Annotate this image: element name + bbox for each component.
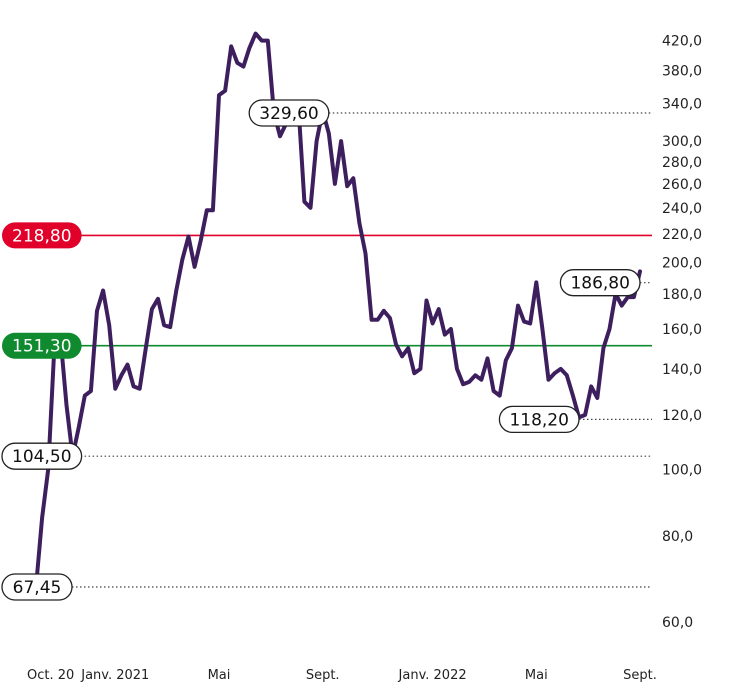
x-tick-label: Sept. — [623, 668, 657, 683]
y-tick-label: 160,0 — [662, 322, 702, 338]
reference-label-text: 104,50 — [12, 447, 71, 467]
reference-label-pill — [1, 573, 73, 601]
y-tick-label: 340,0 — [662, 97, 702, 113]
y-tick-label: 120,0 — [662, 408, 702, 424]
y-tick-label: 60,0 — [662, 615, 693, 631]
y-tick-label: 140,0 — [662, 362, 702, 378]
y-tick-label: 80,0 — [662, 529, 693, 545]
y-tick-label: 180,0 — [662, 287, 702, 303]
reference-label-pill — [2, 332, 82, 359]
x-tick-label: Mai — [525, 668, 548, 683]
reference-label-text: 186,80 — [570, 274, 629, 294]
reference-label-pill — [248, 99, 330, 127]
y-tick-label: 380,0 — [662, 64, 702, 80]
y-tick-label: 280,0 — [662, 155, 702, 171]
x-tick-label: Oct. 20 — [27, 668, 74, 683]
y-tick-label: 100,0 — [662, 462, 702, 478]
reference-label-text: 218,80 — [12, 226, 71, 246]
reference-label-text: 329,60 — [259, 104, 318, 124]
price-series-line — [34, 31, 642, 589]
reference-label-text: 151,30 — [12, 337, 71, 357]
reference-label-pill — [559, 269, 641, 297]
y-tick-label: 200,0 — [662, 255, 702, 271]
y-axis: 60,0 80,0 100,0 120,0 140,0 160,0 180,0 200,0 22… — [662, 34, 702, 631]
reference-label-pill — [1, 442, 83, 470]
reference-label-text: 118,20 — [509, 410, 568, 430]
reference-lines — [36, 112, 652, 588]
x-tick-label: Mai — [208, 668, 231, 683]
x-tick-label: Janv. 2021 — [80, 668, 149, 683]
y-tick-label: 420,0 — [662, 34, 702, 50]
y-tick-label: 260,0 — [662, 177, 702, 193]
reference-labels: 329,60 218,80 186,80 151,30 118,20 104,50 67,4… — [1, 99, 641, 601]
x-axis: Oct. 20 Janv. 2021 Mai Sept. Janv. 2022 Mai Se… — [27, 668, 657, 683]
y-tick-label: 240,0 — [662, 201, 702, 217]
x-tick-label: Janv. 2022 — [398, 668, 467, 683]
y-tick-label: 300,0 — [662, 134, 702, 150]
reference-label-pill — [2, 222, 82, 249]
x-tick-label: Sept. — [306, 668, 340, 683]
y-tick-label: 220,0 — [662, 227, 702, 243]
reference-label-pill — [498, 405, 580, 434]
reference-label-text: 67,45 — [13, 578, 62, 598]
